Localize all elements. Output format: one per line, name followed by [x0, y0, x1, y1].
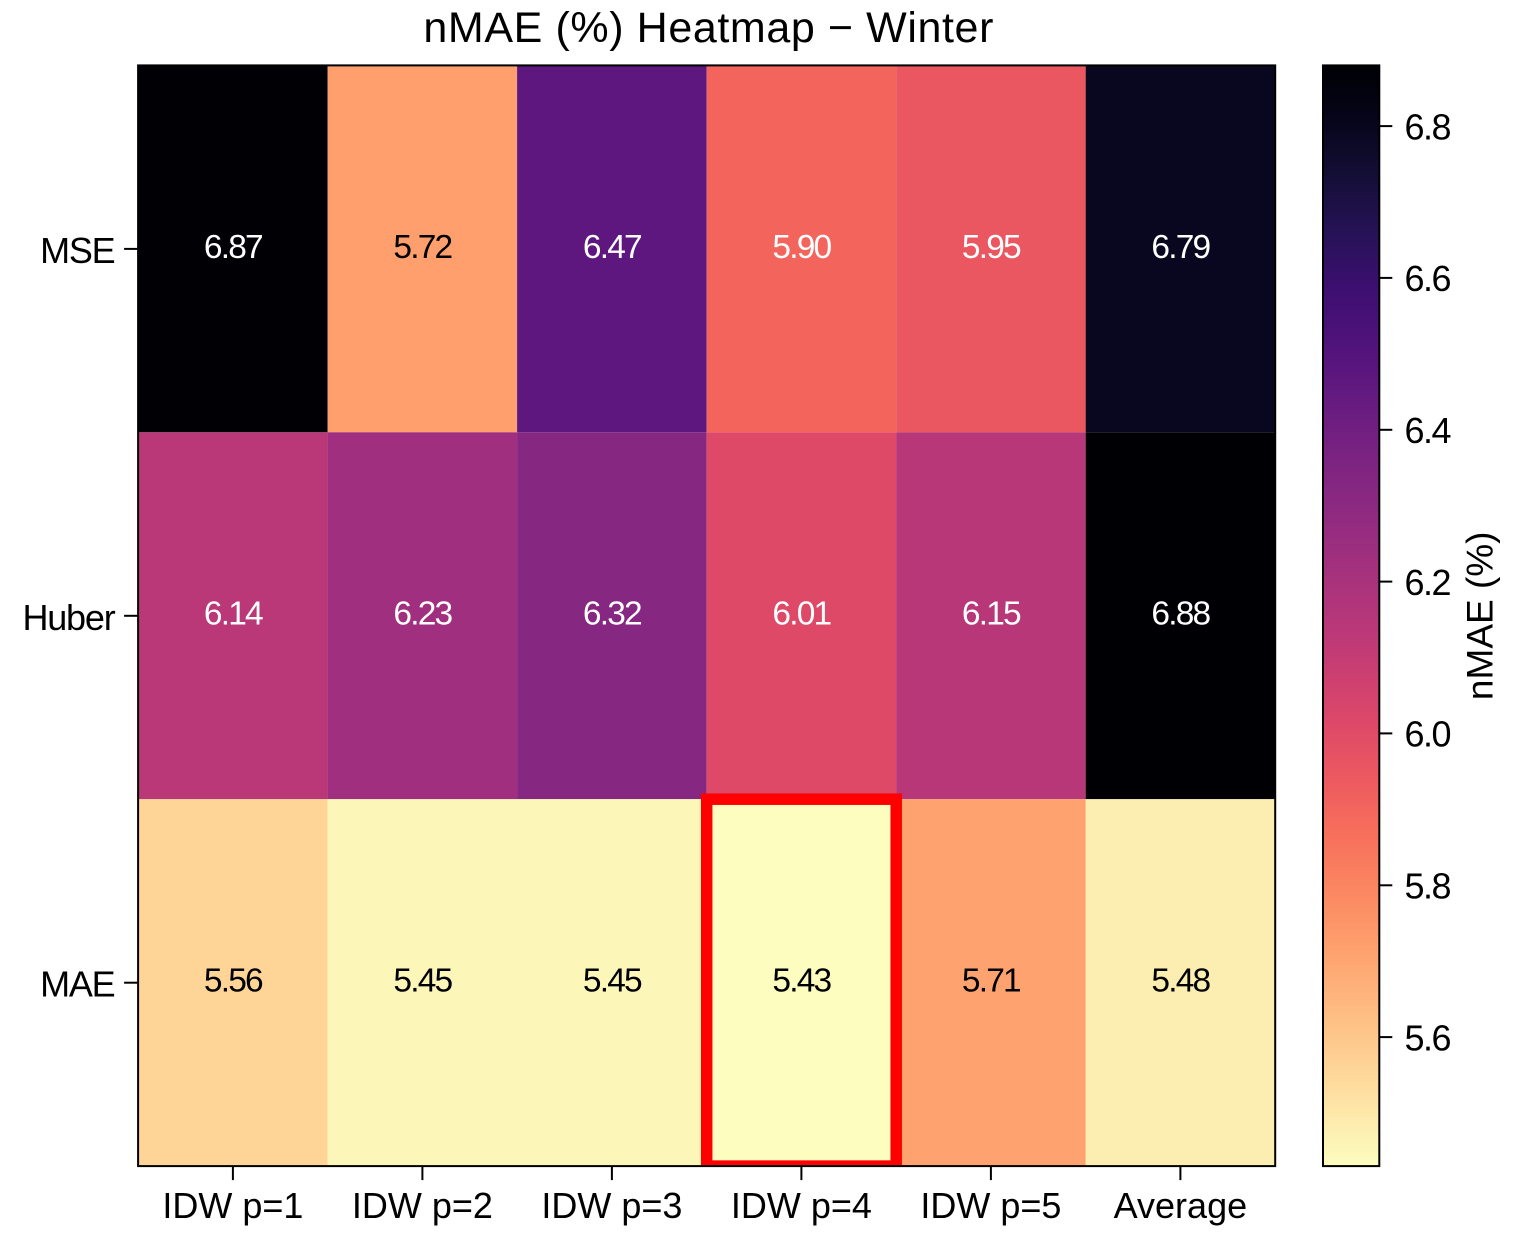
svg-text:6.0: 6.0 [1405, 714, 1451, 755]
svg-text:5.71: 5.71 [962, 963, 1020, 1000]
svg-text:5.45: 5.45 [583, 963, 642, 1000]
svg-text:6.47: 6.47 [583, 229, 641, 266]
svg-text:6.6: 6.6 [1405, 258, 1451, 299]
svg-text:6.88: 6.88 [1151, 596, 1210, 633]
svg-text:6.14: 6.14 [204, 596, 263, 633]
svg-text:6.15: 6.15 [962, 596, 1021, 633]
svg-text:IDW p=3: IDW p=3 [541, 1185, 682, 1226]
svg-text:Average: Average [1114, 1185, 1247, 1226]
svg-text:5.56: 5.56 [204, 963, 263, 1000]
svg-text:IDW p=5: IDW p=5 [920, 1185, 1061, 1226]
svg-text:6.01: 6.01 [772, 596, 830, 633]
svg-text:6.23: 6.23 [393, 596, 452, 633]
svg-text:6.8: 6.8 [1405, 106, 1451, 147]
svg-text:MSE: MSE [40, 230, 115, 271]
svg-text:6.2: 6.2 [1405, 562, 1451, 603]
svg-text:6.87: 6.87 [204, 229, 262, 266]
svg-text:5.6: 5.6 [1405, 1017, 1451, 1058]
svg-text:IDW p=2: IDW p=2 [352, 1185, 493, 1226]
svg-text:Huber: Huber [22, 597, 115, 638]
svg-text:5.90: 5.90 [772, 229, 831, 266]
svg-text:nMAE (%): nMAE (%) [1460, 532, 1501, 701]
svg-text:6.32: 6.32 [583, 596, 641, 633]
svg-text:5.8: 5.8 [1405, 866, 1451, 907]
svg-text:5.95: 5.95 [962, 229, 1021, 266]
svg-text:IDW p=4: IDW p=4 [731, 1185, 872, 1226]
svg-text:5.48: 5.48 [1151, 963, 1210, 1000]
svg-text:6.79: 6.79 [1151, 229, 1210, 266]
svg-text:6.4: 6.4 [1405, 410, 1451, 451]
svg-text:nMAE (%) Heatmap − Winter: nMAE (%) Heatmap − Winter [423, 4, 994, 52]
svg-text:5.72: 5.72 [393, 229, 451, 266]
svg-text:MAE: MAE [40, 964, 115, 1005]
svg-text:5.43: 5.43 [772, 963, 831, 1000]
svg-text:5.45: 5.45 [393, 963, 452, 1000]
svg-text:IDW p=1: IDW p=1 [162, 1185, 303, 1226]
